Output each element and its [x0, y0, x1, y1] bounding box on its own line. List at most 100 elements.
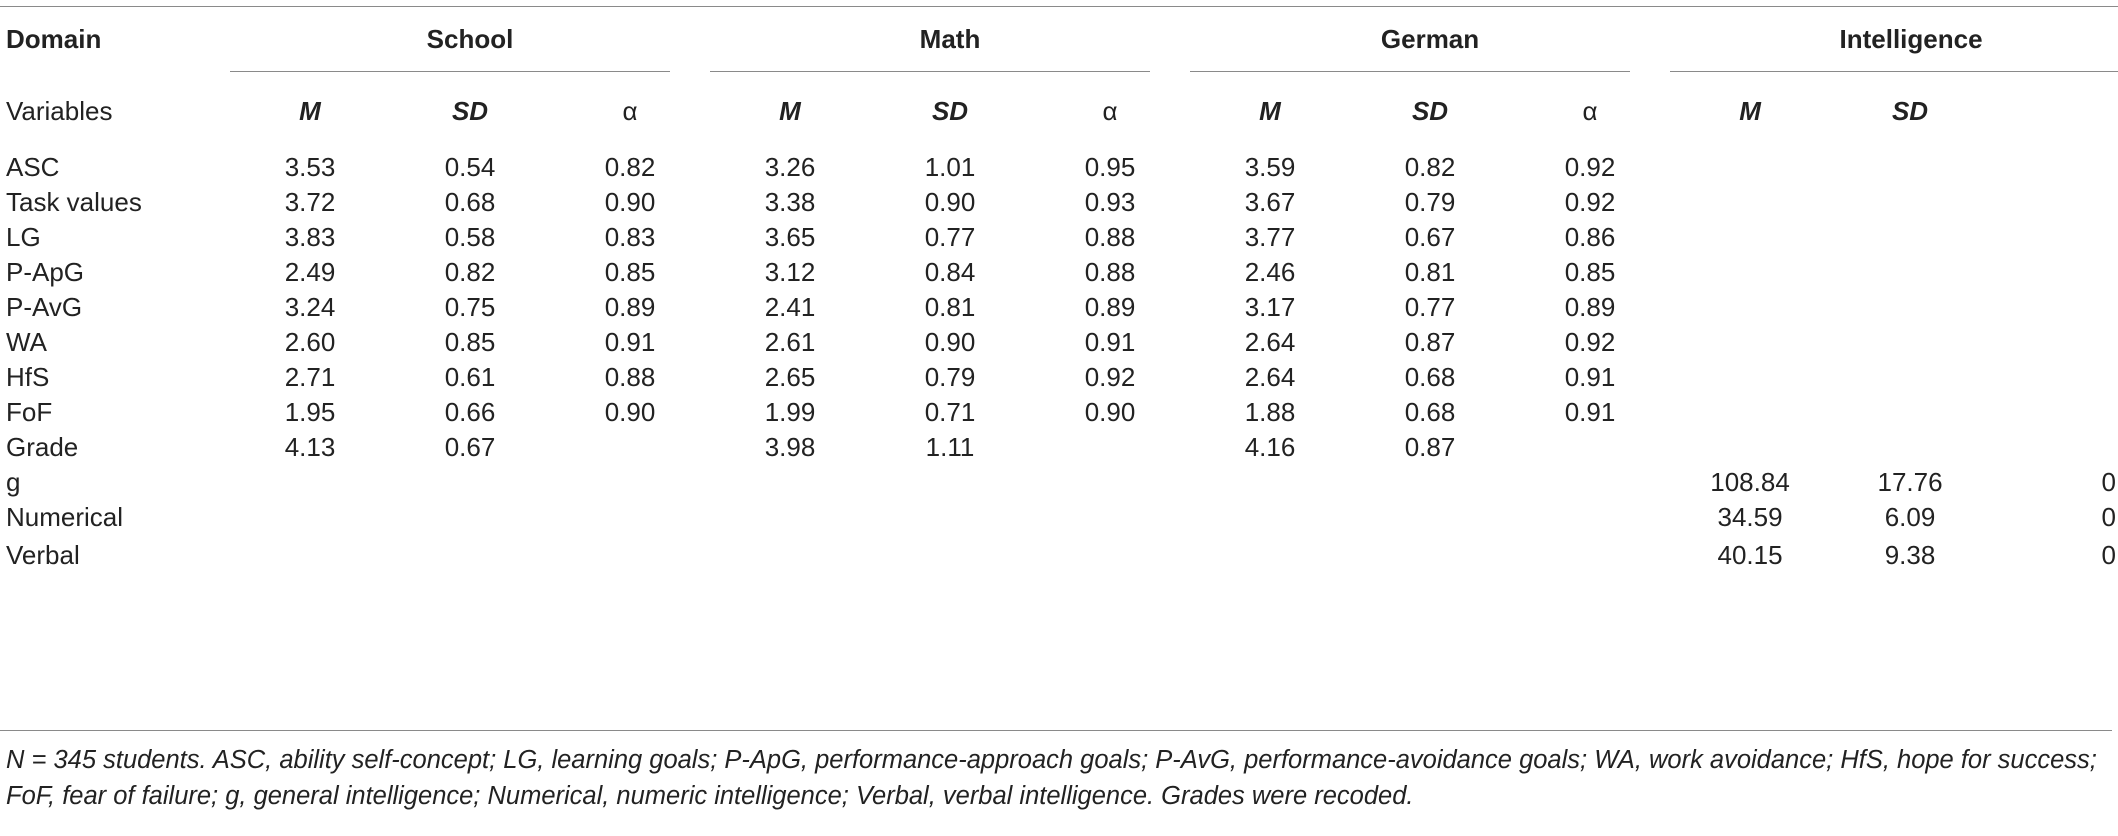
table-cell: 0.89 — [1084, 292, 1136, 322]
table-cell: 4.16 — [1244, 432, 1296, 462]
table-cell — [1510, 430, 1670, 465]
table-cell: 2.71 — [284, 362, 336, 392]
table-cell: 0.77 — [1404, 292, 1456, 322]
table-cell: 0.66 — [444, 397, 496, 427]
table-cell — [230, 535, 390, 583]
group-label: German — [1380, 23, 1480, 54]
domain-label: Domain — [0, 6, 230, 71]
table-cell — [1350, 465, 1510, 500]
row-variable-name: ASC — [6, 152, 60, 182]
table-cell: 0.91 — [1084, 327, 1136, 357]
table-cell — [1830, 255, 1990, 290]
table-cell: 0.90 — [924, 327, 976, 357]
table-cell — [1190, 500, 1350, 535]
group-header-german: German — [1190, 6, 1671, 71]
table-cell — [1830, 325, 1990, 360]
table-cell — [230, 465, 390, 500]
table-cell: 0.95 — [1084, 152, 1136, 182]
table-cell — [1190, 465, 1350, 500]
table-cell: 0.82 — [444, 257, 496, 287]
table-cell: 0.90 — [2101, 467, 2118, 497]
table-cell: 0.92 — [1564, 187, 1616, 217]
table-cell — [390, 500, 550, 535]
stat-header-m: M — [1739, 95, 1761, 126]
stat-header-alpha: α — [1990, 72, 2118, 150]
table-row: P-AvG 3.24 0.75 0.89 2.41 0.81 0.89 3.17 0.77 0.8… — [0, 290, 2118, 325]
stat-header-m: M — [1259, 95, 1281, 126]
table-row: FoF 1.95 0.66 0.90 1.99 0.71 0.90 1.88 0.68 0.91 — [0, 395, 2118, 430]
table-cell — [710, 465, 870, 500]
table-cell: 108.84 — [1710, 467, 1790, 497]
table-cell: 3.65 — [764, 222, 816, 252]
table-cell: 0.88 — [604, 362, 656, 392]
stat-header-sd: SD — [1891, 95, 1929, 126]
table-cell — [1670, 360, 1830, 395]
table-cell: 34.59 — [1717, 502, 1783, 532]
table-cell: 3.59 — [1244, 152, 1296, 182]
table-cell: 9.38 — [1884, 539, 1936, 570]
table-cell — [1190, 535, 1350, 583]
table-cell: 0.93 — [1084, 187, 1136, 217]
table-cell: 1.99 — [764, 397, 816, 427]
table-row: Numerical 34.59 6.09 0.89 — [0, 500, 2118, 535]
table-cell: 0.71 — [924, 397, 976, 427]
table-cell: 0.67 — [1404, 222, 1456, 252]
table-row: ASC 3.53 0.54 0.82 3.26 1.01 0.95 3.59 0.82 0.92 — [0, 150, 2118, 185]
variables-label: Variables — [6, 95, 113, 126]
table-cell — [1510, 465, 1670, 500]
table-row: Task values 3.72 0.68 0.90 3.38 0.90 0.93 3.67 0… — [0, 185, 2118, 220]
table-cell: 3.12 — [764, 257, 816, 287]
table-cell: 0.89 — [2101, 502, 2118, 532]
table-cell: 2.41 — [764, 292, 816, 322]
table-cell — [1990, 220, 2118, 255]
row-variable-name: Verbal — [6, 539, 80, 570]
table-cell: 2.49 — [284, 257, 336, 287]
table-cell — [1030, 500, 1190, 535]
group-header-math: Math — [710, 6, 1191, 71]
table-cell: 40.15 — [1717, 539, 1783, 570]
row-variable-name: Grade — [6, 432, 79, 462]
table-cell: 0.82 — [604, 152, 656, 182]
table-cell — [870, 535, 1030, 583]
table-cell — [1990, 395, 2118, 430]
table-cell: 2.64 — [1244, 327, 1296, 357]
table-cell: 0.82 — [1404, 152, 1456, 182]
group-label: Math — [919, 23, 981, 54]
table-cell — [1670, 255, 1830, 290]
table-cell: 0.88 — [1084, 257, 1136, 287]
table-cell: 0.91 — [1564, 397, 1616, 427]
table-cell: 2.65 — [764, 362, 816, 392]
table-cell: 0.77 — [924, 222, 976, 252]
group-header-intelligence: Intelligence — [1670, 6, 2118, 71]
table-cell: 0.58 — [444, 222, 496, 252]
stat-header-alpha: α — [1102, 95, 1118, 126]
stat-header-m: M — [299, 95, 321, 126]
table-cell — [1990, 185, 2118, 220]
table-cell — [550, 535, 710, 583]
table-cell — [1350, 535, 1510, 583]
stat-header-m: M — [779, 95, 801, 126]
table-cell: 0.88 — [1084, 222, 1136, 252]
table-cell: 0.90 — [924, 187, 976, 217]
table-cell — [1510, 535, 1670, 583]
group-label: School — [426, 23, 514, 54]
table-cell — [1990, 360, 2118, 395]
table-cell: 2.60 — [284, 327, 336, 357]
table-body: ASC 3.53 0.54 0.82 3.26 1.01 0.95 3.59 0.82 0.92 T… — [0, 150, 2118, 583]
table-cell: 0.86 — [1564, 222, 1616, 252]
table-row: LG 3.83 0.58 0.83 3.65 0.77 0.88 3.77 0.67 0.86 — [0, 220, 2118, 255]
table-cell: 3.72 — [284, 187, 336, 217]
table-bottom-rule — [0, 730, 2112, 731]
table-cell: 3.26 — [764, 152, 816, 182]
table-cell — [1830, 360, 1990, 395]
table-row: WA 2.60 0.85 0.91 2.61 0.90 0.91 2.64 0.87 0.92 — [0, 325, 2118, 360]
row-variable-name: FoF — [6, 397, 53, 427]
table-cell — [1990, 255, 2118, 290]
table-cell — [1990, 150, 2118, 185]
table-cell: 0.89 — [1564, 292, 1616, 322]
table-cell: 3.83 — [284, 222, 336, 252]
table-cell: 2.46 — [1244, 257, 1296, 287]
group-header-row: Domain School Math German Intelligence — [0, 6, 2118, 71]
table-note: N = 345 students. ASC, ability self-conc… — [6, 746, 2097, 810]
table-cell: 0.68 — [1404, 397, 1456, 427]
